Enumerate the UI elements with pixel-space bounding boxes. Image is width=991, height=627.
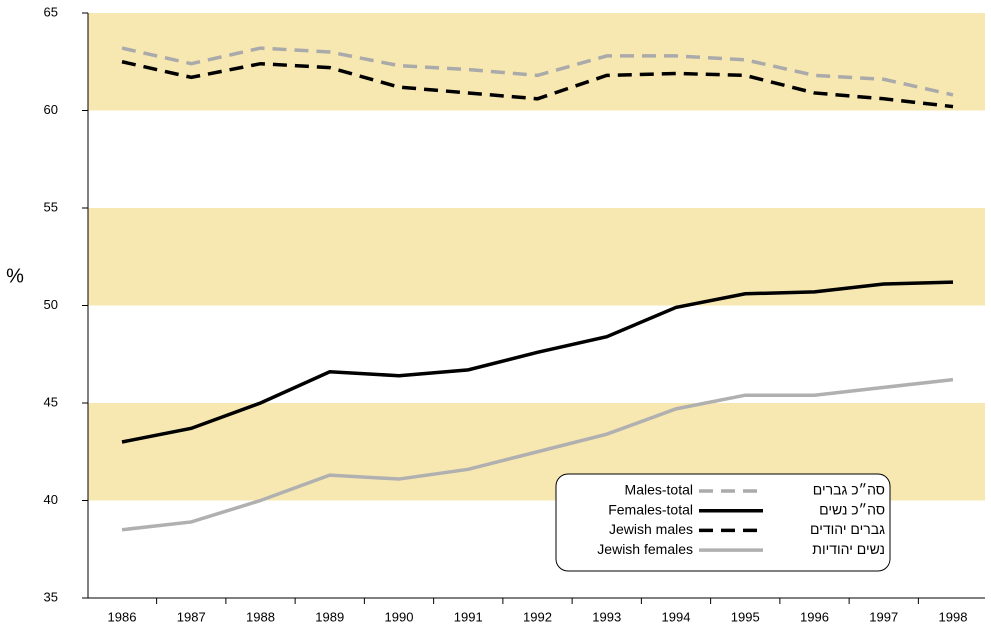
series-line	[121, 60, 954, 109]
y-tick-label: 55	[44, 199, 58, 214]
x-tick-label: 1991	[454, 609, 483, 624]
y-tick-label: 35	[44, 589, 58, 604]
series-line	[121, 377, 954, 532]
legend-box	[555, 473, 891, 572]
band	[88, 13, 985, 111]
x-tick-label: 1986	[108, 609, 137, 624]
legend-label-he: נשים יהודיות	[812, 541, 885, 557]
x-tick-label: 1988	[246, 609, 275, 624]
x-tick-label: 1998	[939, 609, 968, 624]
legend-label-he: סה״כ גברים	[813, 482, 885, 498]
legend-label: Females-total	[608, 501, 693, 517]
series-line	[121, 280, 954, 444]
y-tick-label: 65	[44, 4, 58, 19]
y-axis-label: %	[6, 265, 24, 287]
x-tick-label: 1993	[592, 609, 621, 624]
y-tick-label: 50	[44, 297, 58, 312]
legend-label-he: גברים יהודים	[810, 521, 885, 537]
y-tick-label: 40	[44, 492, 58, 507]
legend-label-he: סה״כ נשים	[819, 501, 885, 517]
x-tick-label: 1989	[315, 609, 344, 624]
x-tick-label: 1994	[662, 609, 691, 624]
legend-label: Jewish females	[597, 541, 693, 557]
x-tick-label: 1995	[731, 609, 760, 624]
x-tick-label: 1997	[869, 609, 898, 624]
x-tick-label: 1992	[523, 609, 552, 624]
x-tick-label: 1990	[385, 609, 414, 624]
legend-label: Jewish males	[609, 521, 693, 537]
legend-label: Males-total	[625, 482, 693, 498]
band	[88, 208, 985, 306]
series-line	[121, 46, 954, 97]
y-tick-label: 60	[44, 102, 58, 117]
y-tick-label: 45	[44, 394, 58, 409]
x-tick-label: 1996	[800, 609, 829, 624]
x-tick-label: 1987	[177, 609, 206, 624]
